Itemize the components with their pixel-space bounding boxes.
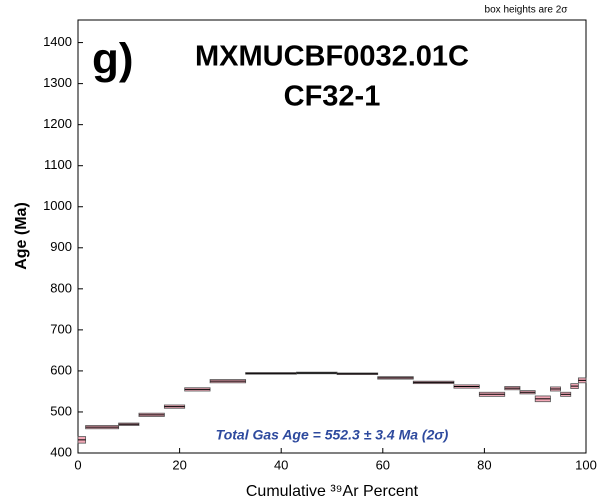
y-tick-label: 900 bbox=[50, 239, 72, 254]
y-tick-label: 1200 bbox=[43, 116, 72, 131]
plot-frame bbox=[77, 19, 587, 454]
y-tick-label: 600 bbox=[50, 362, 72, 377]
x-tick-label: 20 bbox=[172, 457, 186, 472]
panel-letter: g) bbox=[92, 35, 134, 84]
x-tick-label: 0 bbox=[74, 457, 81, 472]
y-tick-label: 1000 bbox=[43, 198, 72, 213]
x-tick-label: 100 bbox=[575, 457, 597, 472]
y-tick-label: 500 bbox=[50, 403, 72, 418]
x-tick-label: 80 bbox=[477, 457, 491, 472]
y-tick-label: 700 bbox=[50, 321, 72, 336]
y-tick-label: 400 bbox=[50, 444, 72, 459]
y-tick-label: 1100 bbox=[44, 157, 72, 172]
annotation: Total Gas Age = 552.3 ± 3.4 Ma (2σ) bbox=[216, 427, 449, 443]
y-tick-label: 1400 bbox=[43, 34, 72, 49]
x-axis-label: Cumulative ³⁹Ar Percent bbox=[246, 483, 419, 500]
x-tick-label: 40 bbox=[274, 457, 288, 472]
note: box heights are 2σ bbox=[485, 5, 569, 16]
chart-title: MXMUCBF0032.01C bbox=[195, 41, 469, 73]
y-tick-label: 800 bbox=[50, 280, 72, 295]
x-tick-label: 60 bbox=[376, 457, 390, 472]
chart-subtitle: CF32-1 bbox=[284, 81, 381, 113]
y-tick-label: 1300 bbox=[43, 75, 72, 90]
y-axis-label: Age (Ma) bbox=[13, 202, 30, 270]
